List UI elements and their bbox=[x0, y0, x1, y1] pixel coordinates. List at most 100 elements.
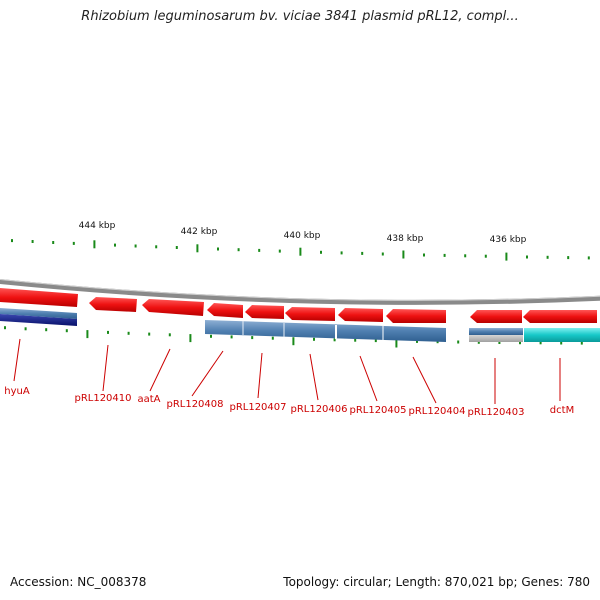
feature-navy bbox=[0, 314, 77, 326]
gene-label-aata[interactable]: aatA bbox=[137, 394, 160, 405]
backbone-arc bbox=[0, 278, 600, 305]
major-tick bbox=[86, 330, 89, 339]
scale-tick-labels: 444 kbp 442 kbp 440 kbp 438 kbp 436 kbp bbox=[79, 221, 527, 245]
gene-label-prl120403[interactable]: pRL120403 bbox=[467, 407, 524, 418]
feature-blue bbox=[0, 308, 77, 319]
gene-arrow[interactable] bbox=[285, 307, 335, 321]
minor-tick bbox=[374, 339, 377, 343]
minor-tick bbox=[258, 248, 261, 252]
minor-tick bbox=[354, 338, 357, 342]
minor-tick bbox=[114, 243, 116, 247]
minor-tick bbox=[278, 249, 281, 253]
backbone-arc-highlight bbox=[0, 278, 600, 301]
minor-tick bbox=[381, 252, 384, 256]
minor-tick bbox=[72, 241, 75, 245]
minor-tick bbox=[484, 254, 487, 258]
minor-tick bbox=[65, 329, 68, 333]
minor-tick bbox=[423, 253, 425, 257]
gene-arrow[interactable] bbox=[386, 309, 446, 323]
major-tick bbox=[93, 240, 96, 249]
major-tick bbox=[196, 244, 199, 253]
feature-grey bbox=[469, 335, 523, 342]
minor-tick bbox=[31, 240, 34, 243]
minor-tick bbox=[52, 241, 55, 244]
tick-label-440: 440 kbp bbox=[284, 231, 321, 241]
minor-tick bbox=[24, 327, 27, 331]
minor-tick bbox=[443, 253, 446, 257]
minor-tick bbox=[175, 246, 178, 249]
minor-tick bbox=[230, 335, 233, 339]
minor-tick bbox=[361, 251, 364, 255]
gene-arrow[interactable] bbox=[523, 310, 597, 323]
gene-label-prl120404[interactable]: pRL120404 bbox=[408, 406, 465, 417]
minor-tick bbox=[587, 256, 590, 260]
major-tick bbox=[189, 334, 192, 343]
major-tick bbox=[402, 250, 405, 259]
major-tick bbox=[505, 252, 508, 261]
gene-arrow[interactable] bbox=[470, 310, 522, 323]
minor-tick bbox=[313, 337, 315, 341]
minor-tick bbox=[498, 341, 501, 344]
gene-label-prl120407[interactable]: pRL120407 bbox=[229, 402, 286, 413]
label-leaders bbox=[13, 338, 561, 404]
major-tick bbox=[292, 337, 295, 346]
gene-label-prl120408[interactable]: pRL120408 bbox=[166, 399, 223, 410]
minor-tick bbox=[519, 341, 521, 345]
minor-tick bbox=[11, 239, 13, 243]
gene-arrow[interactable] bbox=[207, 303, 243, 318]
tick-label-436: 436 kbp bbox=[490, 235, 527, 245]
gene-label-prl120410[interactable]: pRL120410 bbox=[74, 393, 131, 404]
minor-tick bbox=[539, 341, 542, 345]
minor-tick bbox=[168, 333, 171, 337]
tick-label-442: 442 kbp bbox=[181, 227, 218, 237]
feature-track bbox=[0, 308, 600, 342]
minor-tick bbox=[127, 331, 130, 335]
gene-label-dctm[interactable]: dctM bbox=[550, 405, 574, 416]
minor-tick bbox=[333, 338, 336, 342]
minor-tick bbox=[217, 247, 219, 251]
scale-ticks bbox=[4, 239, 590, 348]
minor-tick bbox=[416, 339, 418, 343]
minor-tick bbox=[155, 245, 158, 249]
minor-tick bbox=[457, 340, 460, 344]
gene-labels: hyuA pRL120410 aatA pRL120408 pRL120407 … bbox=[4, 386, 574, 418]
gene-label-prl120405[interactable]: pRL120405 bbox=[349, 405, 406, 416]
tick-label-438: 438 kbp bbox=[387, 234, 424, 244]
map-title: Rhizobium leguminosarum bv. viciae 3841 … bbox=[81, 9, 519, 24]
minor-tick bbox=[210, 334, 212, 338]
minor-tick bbox=[271, 336, 274, 340]
feature-blue bbox=[205, 320, 446, 342]
minor-tick bbox=[580, 341, 583, 345]
minor-tick bbox=[546, 255, 549, 259]
gene-arrow[interactable] bbox=[0, 288, 78, 307]
major-tick bbox=[395, 339, 398, 348]
minor-tick bbox=[107, 330, 109, 334]
gene-arrow[interactable] bbox=[338, 308, 383, 322]
minor-tick bbox=[567, 256, 570, 260]
minor-tick bbox=[4, 326, 6, 330]
gene-arrow[interactable] bbox=[142, 299, 204, 316]
gene-label-prl120406[interactable]: pRL120406 bbox=[290, 404, 347, 415]
accession-text: Accession: NC_008378 bbox=[10, 575, 147, 589]
minor-tick bbox=[560, 341, 563, 345]
minor-tick bbox=[45, 328, 48, 332]
minor-tick bbox=[134, 244, 137, 248]
feature-blue bbox=[469, 328, 523, 335]
minor-tick bbox=[340, 251, 343, 255]
minor-tick bbox=[251, 336, 254, 340]
minor-tick bbox=[464, 254, 467, 258]
minor-tick bbox=[477, 340, 480, 344]
gene-label-hyua[interactable]: hyuA bbox=[4, 386, 30, 397]
feature-cyan bbox=[524, 328, 600, 342]
minor-tick bbox=[237, 248, 240, 252]
major-tick bbox=[299, 247, 302, 256]
gene-arrow[interactable] bbox=[245, 305, 284, 319]
gene-arrow[interactable] bbox=[89, 297, 137, 312]
tick-label-444: 444 kbp bbox=[79, 221, 116, 231]
genome-summary: Topology: circular; Length: 870,021 bp; … bbox=[283, 575, 590, 589]
minor-tick bbox=[526, 255, 528, 259]
minor-tick bbox=[320, 250, 322, 254]
minor-tick bbox=[148, 332, 151, 336]
gene-arrows bbox=[0, 288, 597, 323]
